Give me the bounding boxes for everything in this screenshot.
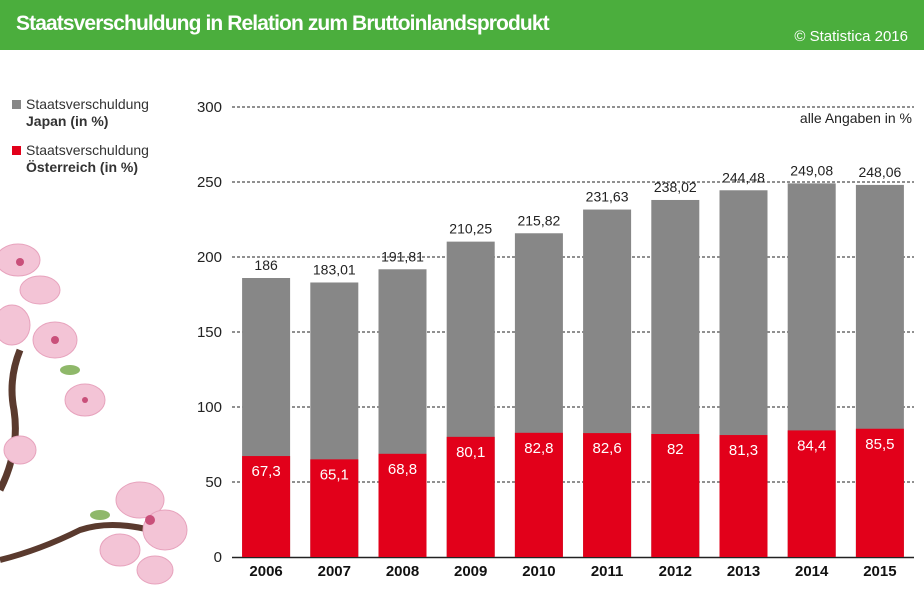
data-label-japan: 215,82 bbox=[517, 212, 560, 228]
data-label-japan: 231,63 bbox=[586, 189, 629, 205]
data-label-oesterreich: 85,5 bbox=[865, 436, 894, 453]
x-tick-label: 2015 bbox=[863, 563, 896, 580]
bar-oesterreich bbox=[514, 432, 563, 557]
bar-oesterreich bbox=[583, 433, 632, 557]
chart-title: Staatsverschuldung in Relation zum Brutt… bbox=[16, 12, 550, 35]
data-label-japan: 183,01 bbox=[313, 261, 356, 277]
y-tick-label: 200 bbox=[197, 249, 222, 266]
x-tick-label: 2006 bbox=[249, 563, 282, 580]
data-label-japan: 186 bbox=[254, 257, 278, 273]
copyright-notice: © Statistica 2016 bbox=[794, 28, 908, 45]
data-label-oesterreich: 67,3 bbox=[251, 463, 280, 480]
data-label-oesterreich: 84,4 bbox=[797, 437, 826, 454]
data-label-japan: 249,08 bbox=[790, 162, 833, 178]
legend: Staatsverschuldung Japan (in %) Staatsve… bbox=[12, 96, 192, 188]
bar-oesterreich bbox=[855, 428, 904, 557]
bar-oesterreich bbox=[651, 434, 700, 557]
legend-label-line1: Staatsverschuldung bbox=[26, 142, 149, 158]
x-tick-label: 2010 bbox=[522, 563, 555, 580]
y-tick-label: 250 bbox=[197, 174, 222, 191]
bar-oesterreich bbox=[242, 456, 291, 557]
y-tick-label: 150 bbox=[197, 324, 222, 341]
legend-swatch-oesterreich bbox=[12, 146, 21, 155]
y-tick-label: 300 bbox=[197, 99, 222, 116]
data-label-oesterreich: 68,8 bbox=[388, 461, 417, 478]
x-tick-label: 2011 bbox=[591, 563, 624, 580]
bar-oesterreich bbox=[787, 430, 836, 557]
bar-oesterreich bbox=[719, 435, 768, 557]
x-tick-label: 2013 bbox=[727, 563, 760, 580]
legend-label-line2: Österreich (in %) bbox=[26, 159, 139, 175]
header-bar: Staatsverschuldung in Relation zum Brutt… bbox=[0, 0, 924, 50]
x-tick-label: 2009 bbox=[454, 563, 487, 580]
y-tick-label: 0 bbox=[214, 549, 222, 566]
data-label-oesterreich: 82,6 bbox=[592, 440, 621, 457]
x-tick-label: 2008 bbox=[386, 563, 419, 580]
chart-note: alle Angaben in % bbox=[800, 110, 912, 126]
legend-swatch-japan bbox=[12, 100, 21, 109]
legend-item-oesterreich: Staatsverschuldung Österreich (in %) bbox=[12, 142, 192, 176]
x-tick-label: 2012 bbox=[659, 563, 692, 580]
data-label-oesterreich: 65,1 bbox=[320, 466, 349, 483]
y-tick-label: 50 bbox=[205, 474, 222, 491]
data-label-japan: 238,02 bbox=[654, 179, 697, 195]
y-tick-label: 100 bbox=[197, 399, 222, 416]
bar-oesterreich bbox=[378, 453, 427, 557]
data-label-oesterreich: 82,8 bbox=[524, 440, 553, 457]
legend-label-line1: Staatsverschuldung bbox=[26, 96, 149, 112]
x-tick-label: 2014 bbox=[795, 563, 829, 580]
legend-item-japan: Staatsverschuldung Japan (in %) bbox=[12, 96, 192, 130]
data-label-japan: 191,81 bbox=[381, 248, 424, 264]
legend-label-line2: Japan (in %) bbox=[26, 113, 109, 129]
data-label-japan: 244,48 bbox=[722, 169, 765, 185]
data-label-japan: 210,25 bbox=[449, 221, 492, 237]
data-label-japan: 248,06 bbox=[858, 164, 901, 180]
data-label-oesterreich: 81,3 bbox=[729, 442, 758, 459]
cherry-blossom-icon bbox=[0, 243, 188, 585]
data-label-oesterreich: 82 bbox=[667, 441, 684, 458]
bar-oesterreich bbox=[310, 459, 359, 557]
x-tick-label: 2007 bbox=[318, 563, 351, 580]
bar-oesterreich bbox=[446, 436, 495, 557]
data-label-oesterreich: 80,1 bbox=[456, 444, 485, 461]
